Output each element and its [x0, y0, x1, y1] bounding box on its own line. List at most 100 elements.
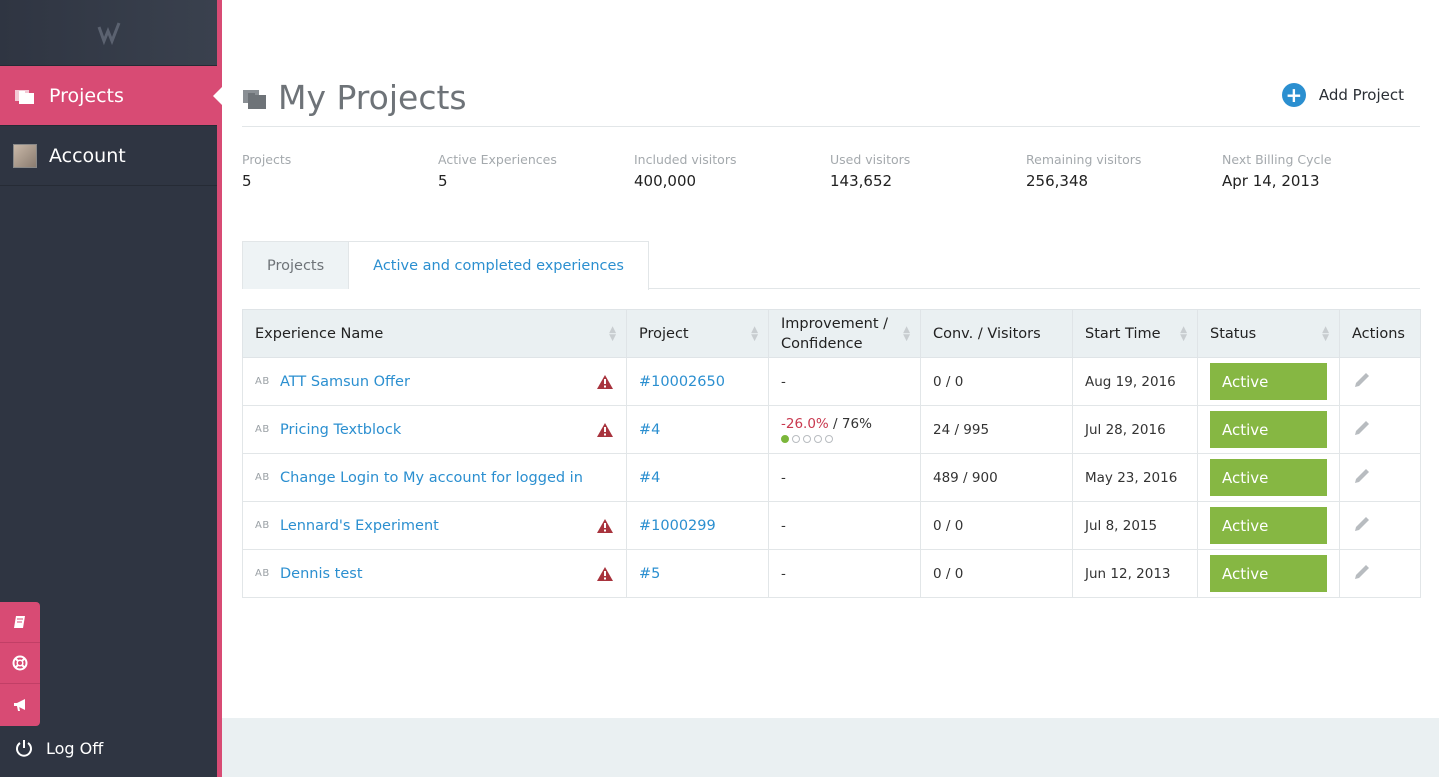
main-content: My Projects + Add Project Projects 5 Act… — [222, 0, 1439, 777]
stat-value: 5 — [438, 172, 448, 190]
ab-test-badge: AB — [255, 424, 270, 435]
project-link[interactable]: #10002650 — [639, 373, 725, 390]
edit-button[interactable] — [1352, 466, 1372, 486]
pencil-icon — [1355, 372, 1369, 387]
logoff-label: Log Off — [46, 738, 104, 758]
conv-visitors-value: 0 / 0 — [933, 565, 964, 582]
confidence-dots — [781, 435, 908, 443]
add-project-button[interactable]: + Add Project — [1281, 83, 1404, 107]
stat-remaining-visitors: Remaining visitors 256,348 — [1026, 152, 1222, 190]
improvement-value: - — [781, 565, 786, 582]
improvement-value: -26.0% — [781, 416, 829, 432]
status-badge[interactable]: Active — [1210, 411, 1327, 448]
column-header-status[interactable]: Status ▲ ▼ — [1197, 309, 1340, 358]
sort-icon: ▲ ▼ — [751, 324, 758, 343]
edit-button[interactable] — [1352, 562, 1372, 582]
column-header-experience-name[interactable]: Experience Name ▲ ▼ — [242, 309, 627, 358]
conv-visitors-value: 489 / 900 — [933, 469, 998, 486]
edit-button[interactable] — [1352, 418, 1372, 438]
pencil-icon — [1355, 420, 1369, 435]
warning-icon — [597, 374, 613, 389]
stat-active-experiences: Active Experiences 5 — [438, 152, 634, 190]
project-link[interactable]: #5 — [639, 565, 661, 582]
logo[interactable] — [0, 0, 217, 66]
column-header-conv-visitors[interactable]: Conv. / Visitors — [920, 309, 1073, 358]
start-time-value: Jul 8, 2015 — [1085, 517, 1158, 534]
conv-visitors-value: 0 / 0 — [933, 517, 964, 534]
sidebar-item-account[interactable]: Account — [0, 126, 217, 186]
experience-link[interactable]: Change Login to My account for logged in — [280, 469, 583, 486]
status-badge[interactable]: Active — [1210, 555, 1327, 592]
conv-visitors-value: 24 / 995 — [933, 421, 990, 438]
start-time-value: Aug 19, 2016 — [1085, 373, 1176, 390]
stat-next-billing-cycle: Next Billing Cycle Apr 14, 2013 — [1222, 152, 1418, 190]
announcements-button[interactable] — [0, 684, 40, 725]
edit-button[interactable] — [1352, 514, 1372, 534]
projects-folder-icon — [242, 80, 268, 119]
stat-value: Apr 14, 2013 — [1222, 172, 1320, 190]
experience-link[interactable]: Pricing Textblock — [280, 421, 402, 438]
table-row: AB Pricing Textblock #4 -26.0% / 76% 24 … — [242, 405, 1421, 454]
improvement-value: - — [781, 517, 786, 534]
stat-label: Next Billing Cycle — [1222, 152, 1332, 167]
improvement-value: - — [781, 373, 786, 390]
status-badge[interactable]: Active — [1210, 363, 1327, 400]
docs-button[interactable] — [0, 602, 40, 643]
stat-label: Remaining visitors — [1026, 152, 1142, 167]
stat-included-visitors: Included visitors 400,000 — [634, 152, 830, 190]
improvement-value: - — [781, 469, 786, 486]
improvement-confidence: -26.0% / 76% — [781, 416, 908, 432]
support-button[interactable] — [0, 643, 40, 684]
sidebar-item-label: Account — [49, 144, 126, 167]
project-link[interactable]: #4 — [639, 421, 661, 438]
warning-icon — [597, 566, 613, 581]
column-header-actions: Actions — [1339, 309, 1421, 358]
status-badge[interactable]: Active — [1210, 459, 1327, 496]
edit-button[interactable] — [1352, 370, 1372, 390]
add-project-label: Add Project — [1318, 86, 1404, 104]
warning-icon — [597, 422, 613, 437]
avatar — [13, 143, 37, 168]
stat-label: Used visitors — [830, 152, 911, 167]
experience-link[interactable]: Lennard's Experiment — [280, 517, 439, 534]
start-time-value: Jun 12, 2013 — [1085, 565, 1171, 582]
column-header-start-time[interactable]: Start Time ▲ ▼ — [1072, 309, 1198, 358]
status-badge[interactable]: Active — [1210, 507, 1327, 544]
table-row: AB Dennis test #5 - 0 / 0 Jun 12, 2013 A… — [242, 549, 1421, 598]
tab-active-completed-experiences[interactable]: Active and completed experiences — [349, 241, 649, 290]
plus-icon: + — [1281, 83, 1306, 107]
ab-test-badge: AB — [255, 376, 270, 387]
lifebuoy-icon — [12, 655, 28, 671]
book-icon — [14, 616, 25, 628]
column-header-project[interactable]: Project ▲ ▼ — [626, 309, 769, 358]
experience-link[interactable]: Dennis test — [280, 565, 363, 582]
start-time-value: May 23, 2016 — [1085, 469, 1178, 486]
table-header-row: Experience Name ▲ ▼ Project ▲ ▼ Improvement … — [242, 309, 1421, 358]
project-link[interactable]: #4 — [639, 469, 661, 486]
pencil-icon — [1355, 468, 1369, 483]
sort-icon: ▲ ▼ — [1322, 324, 1329, 343]
projects-folder-icon — [12, 83, 38, 109]
sidebar-item-projects[interactable]: Projects — [0, 66, 222, 126]
footer-band — [222, 718, 1439, 777]
sort-icon: ▲ ▼ — [903, 324, 910, 343]
stat-used-visitors: Used visitors 143,652 — [830, 152, 1026, 190]
logo-icon — [97, 21, 120, 45]
tab-projects[interactable]: Projects — [242, 241, 350, 289]
ab-test-badge: AB — [255, 568, 270, 579]
tab-bar: Projects Active and completed experience… — [242, 241, 1420, 290]
power-icon — [16, 740, 32, 757]
page-title: My Projects — [242, 76, 467, 119]
column-header-improvement[interactable]: Improvement / Confidence ▲ ▼ — [768, 309, 921, 358]
logoff-button[interactable]: Log Off — [14, 738, 103, 758]
ab-test-badge: AB — [255, 520, 270, 531]
experience-link[interactable]: ATT Samsun Offer — [280, 373, 410, 390]
project-link[interactable]: #1000299 — [639, 517, 716, 534]
help-toolbar — [0, 602, 40, 726]
pencil-icon — [1355, 564, 1369, 579]
stat-projects: Projects 5 — [242, 152, 438, 190]
warning-icon — [597, 518, 613, 533]
page-header: My Projects + Add Project — [242, 68, 1420, 127]
pencil-icon — [1355, 516, 1369, 531]
sidebar-item-label: Projects — [49, 84, 124, 107]
